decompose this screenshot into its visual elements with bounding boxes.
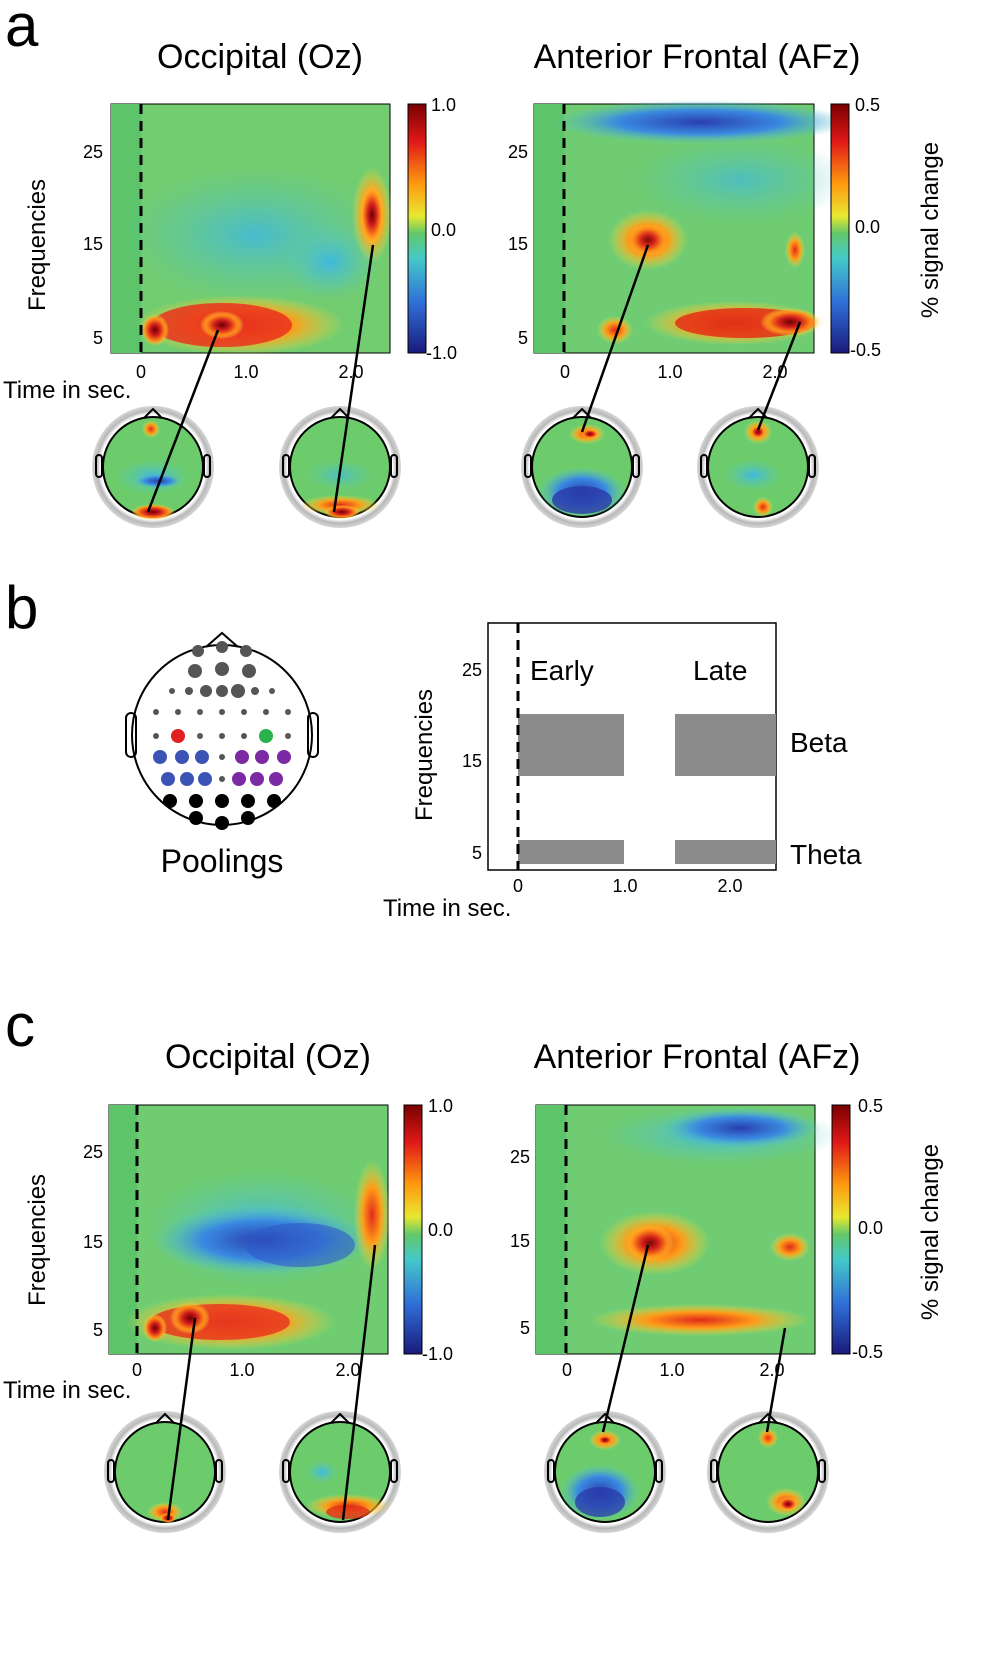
cbar-max: 1.0 bbox=[428, 1096, 453, 1116]
late-theta-box bbox=[675, 840, 776, 864]
electrodes-purple bbox=[232, 750, 291, 786]
ytick: 25 bbox=[83, 142, 103, 162]
xtick: 2.0 bbox=[338, 362, 363, 382]
cbar-max: 0.5 bbox=[855, 95, 880, 115]
cbar-min: -1.0 bbox=[426, 343, 457, 363]
ytick: 25 bbox=[510, 1147, 530, 1167]
cbar-max: 1.0 bbox=[431, 95, 456, 115]
y-ticks: 25 15 5 bbox=[83, 142, 103, 348]
panel-letter: b bbox=[5, 574, 38, 641]
ytick: 15 bbox=[508, 234, 528, 254]
xlabel: Time in sec. bbox=[3, 377, 131, 404]
ytick: 5 bbox=[520, 1318, 530, 1338]
xtick: 0 bbox=[132, 1360, 142, 1380]
xtick: 1.0 bbox=[657, 362, 682, 382]
ytick: 25 bbox=[508, 142, 528, 162]
ylabel: Frequencies bbox=[24, 1174, 51, 1306]
xtick: 0 bbox=[562, 1360, 572, 1380]
cbar-min: -0.5 bbox=[852, 1342, 883, 1362]
late-beta-box bbox=[675, 714, 776, 776]
band-theta: Theta bbox=[790, 839, 862, 870]
electrodes-blue bbox=[153, 750, 212, 786]
electrode-green bbox=[259, 729, 273, 743]
right-title: Anterior Frontal (AFz) bbox=[534, 38, 861, 76]
head-map-afz-early bbox=[521, 406, 643, 528]
panel-letter: c bbox=[5, 992, 35, 1059]
ytick: 25 bbox=[83, 1142, 103, 1162]
ytick: 15 bbox=[83, 1232, 103, 1252]
cbar-label: % signal change bbox=[917, 1144, 944, 1320]
colorbar bbox=[831, 1104, 851, 1355]
xlabel: Time in sec. bbox=[383, 895, 511, 922]
ytick: 5 bbox=[93, 328, 103, 348]
poolings-label: Poolings bbox=[161, 843, 284, 879]
time-frequency-windows bbox=[487, 622, 777, 871]
panel-c: c Occipital (Oz) Anterior Frontal (AFz) … bbox=[3, 992, 944, 1533]
head-map-afz-early bbox=[544, 1411, 666, 1533]
panel-a: a Occipital (Oz) Anterior Frontal (AFz) … bbox=[3, 0, 944, 528]
xtick: 0 bbox=[136, 362, 146, 382]
window-late: Late bbox=[693, 655, 748, 686]
head-map-oz-late bbox=[279, 1411, 401, 1533]
oz-heatmap bbox=[108, 1104, 390, 1355]
colorbar bbox=[403, 1104, 423, 1355]
panel-b: b bbox=[5, 574, 862, 922]
head-map-oz-early bbox=[104, 1411, 226, 1533]
xtick: 2.0 bbox=[759, 1360, 784, 1380]
xtick: 2.0 bbox=[335, 1360, 360, 1380]
head-map-oz-early bbox=[92, 406, 214, 528]
cbar-mid: 0.0 bbox=[431, 220, 456, 240]
poolings-head bbox=[125, 631, 319, 830]
connector-lines bbox=[146, 244, 802, 513]
afz-heatmap bbox=[533, 100, 850, 354]
ytick: 25 bbox=[462, 660, 482, 680]
xtick: 1.0 bbox=[612, 876, 637, 896]
panel-letter: a bbox=[5, 0, 39, 59]
xtick: 1.0 bbox=[659, 1360, 684, 1380]
band-beta: Beta bbox=[790, 727, 848, 758]
ytick: 15 bbox=[462, 751, 482, 771]
colorbar bbox=[830, 103, 850, 354]
colorbar bbox=[407, 103, 427, 354]
cbar-min: -1.0 bbox=[422, 1344, 453, 1364]
left-title: Occipital (Oz) bbox=[157, 38, 363, 76]
electrodes-black bbox=[163, 794, 281, 830]
ylabel: Frequencies bbox=[24, 179, 51, 311]
xtick: 2.0 bbox=[717, 876, 742, 896]
ytick: 15 bbox=[83, 234, 103, 254]
ytick: 5 bbox=[472, 843, 482, 863]
oz-heatmap bbox=[110, 103, 392, 355]
electrode-red bbox=[171, 729, 185, 743]
connector-lines bbox=[166, 1244, 787, 1521]
xtick: 0 bbox=[513, 876, 523, 896]
cbar-mid: 0.0 bbox=[855, 217, 880, 237]
afz-heatmap bbox=[535, 1104, 840, 1355]
xtick: 1.0 bbox=[233, 362, 258, 382]
ytick: 15 bbox=[510, 1231, 530, 1251]
early-theta-box bbox=[518, 840, 624, 864]
cbar-max: 0.5 bbox=[858, 1096, 883, 1116]
electrodes-frontal bbox=[153, 641, 291, 782]
head-map-afz-late bbox=[697, 406, 819, 528]
early-beta-box bbox=[518, 714, 624, 776]
cbar-mid: 0.0 bbox=[428, 1220, 453, 1240]
right-title: Anterior Frontal (AFz) bbox=[534, 1038, 861, 1076]
x-ticks: 0 1.0 2.0 bbox=[136, 362, 364, 382]
left-title: Occipital (Oz) bbox=[165, 1038, 371, 1076]
cbar-min: -0.5 bbox=[850, 340, 881, 360]
xlabel: Time in sec. bbox=[3, 1377, 131, 1404]
xtick: 0 bbox=[560, 362, 570, 382]
ytick: 5 bbox=[518, 328, 528, 348]
ytick: 5 bbox=[93, 1320, 103, 1340]
window-early: Early bbox=[530, 655, 594, 686]
head-map-afz-late bbox=[707, 1411, 829, 1533]
ylabel: Frequencies bbox=[411, 689, 438, 821]
xtick: 1.0 bbox=[229, 1360, 254, 1380]
cbar-label: % signal change bbox=[917, 142, 944, 318]
cbar-mid: 0.0 bbox=[858, 1218, 883, 1238]
